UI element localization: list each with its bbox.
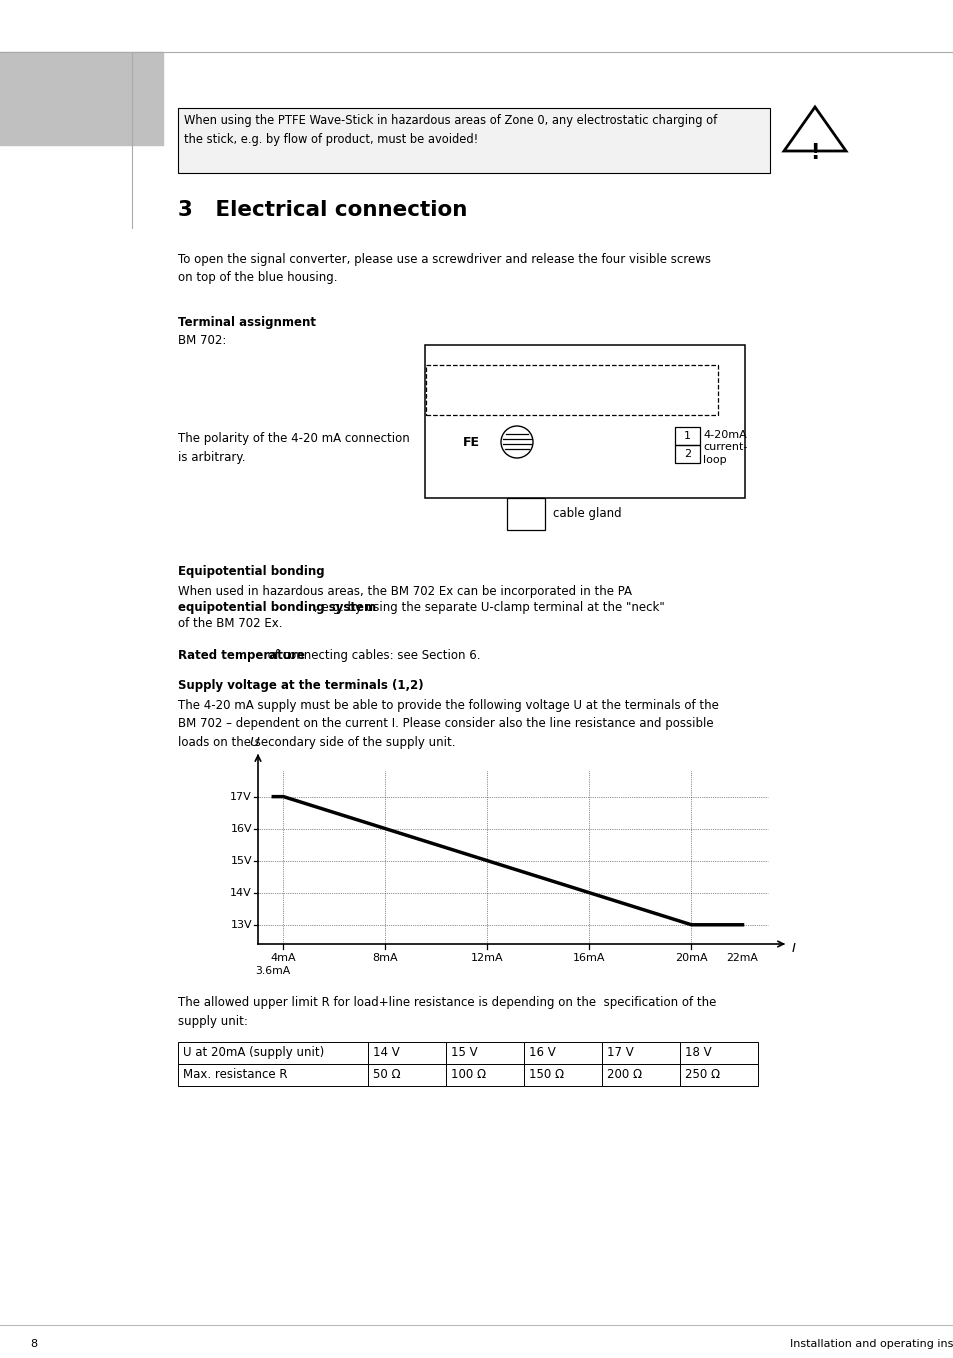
Bar [523, 1065, 601, 1086]
Text: Installation and operating instructions BM 702  (06/04): Installation and operating instructions … [789, 1339, 953, 1348]
Text: To open the signal converter, please use a screwdriver and release the four visi: To open the signal converter, please use… [178, 253, 710, 284]
Text: BM 702:: BM 702: [178, 334, 226, 348]
Text: 8mA: 8mA [373, 953, 398, 963]
Text: Terminal assignment: Terminal assignment [178, 316, 315, 329]
Bar [178, 1065, 368, 1086]
Bar [679, 1042, 758, 1065]
Text: 1: 1 [683, 430, 690, 441]
Bar [675, 426, 700, 445]
Text: 2: 2 [683, 449, 690, 459]
Text: 14 V: 14 V [373, 1046, 399, 1059]
Bar [178, 109, 769, 172]
Text: Equipotential bonding: Equipotential bonding [178, 565, 324, 579]
Text: 14V: 14V [230, 888, 252, 898]
Bar [506, 498, 544, 530]
Text: 16V: 16V [230, 824, 252, 834]
Bar [601, 1042, 679, 1065]
Text: 17V: 17V [230, 792, 252, 801]
Bar [675, 445, 700, 463]
Bar [523, 1042, 601, 1065]
Text: 8: 8 [30, 1339, 37, 1348]
Bar [368, 1065, 446, 1086]
Text: 3   Electrical connection: 3 Electrical connection [178, 200, 467, 220]
Text: cable gland: cable gland [553, 508, 621, 520]
Text: 22mA: 22mA [726, 953, 758, 963]
Text: When used in hazardous areas, the BM 702 Ex can be incorporated in the PA: When used in hazardous areas, the BM 702… [178, 585, 631, 598]
Text: 15V: 15V [230, 856, 252, 865]
Text: U: U [249, 736, 258, 750]
Text: 20mA: 20mA [675, 953, 707, 963]
Bar [0, 52, 163, 145]
Text: !: ! [809, 143, 819, 163]
Ellipse shape [500, 426, 533, 458]
Text: of the BM 702 Ex.: of the BM 702 Ex. [178, 617, 282, 630]
Text: I: I [791, 941, 795, 955]
Text: 13V: 13V [230, 919, 252, 930]
Text: U at 20mA (supply unit): U at 20mA (supply unit) [183, 1046, 324, 1059]
Text: 16mA: 16mA [573, 953, 605, 963]
Bar [601, 1065, 679, 1086]
Text: When using the PTFE Wave-Stick in hazardous areas of Zone 0, any electrostatic c: When using the PTFE Wave-Stick in hazard… [184, 114, 717, 147]
Text: 150 Ω: 150 Ω [529, 1067, 563, 1081]
Text: of connecting cables: see Section 6.: of connecting cables: see Section 6. [264, 649, 480, 661]
Bar [426, 365, 718, 416]
Bar [446, 1065, 523, 1086]
Text: 18 V: 18 V [684, 1046, 711, 1059]
Text: 12mA: 12mA [471, 953, 503, 963]
Text: 100 Ω: 100 Ω [451, 1067, 486, 1081]
Text: 250 Ω: 250 Ω [684, 1067, 720, 1081]
Text: 50 Ω: 50 Ω [373, 1067, 400, 1081]
Text: , e.g. by using the separate U-clamp terminal at the "neck": , e.g. by using the separate U-clamp ter… [314, 602, 664, 614]
Bar [368, 1042, 446, 1065]
Text: 4mA: 4mA [271, 953, 296, 963]
Text: Max. resistance R: Max. resistance R [183, 1067, 287, 1081]
Bar [446, 1042, 523, 1065]
Text: 15 V: 15 V [451, 1046, 477, 1059]
Bar [679, 1065, 758, 1086]
Text: 16 V: 16 V [529, 1046, 556, 1059]
Text: Supply voltage at the terminals (1,2): Supply voltage at the terminals (1,2) [178, 679, 423, 693]
Bar [424, 345, 744, 498]
Text: equipotential bonding system: equipotential bonding system [178, 602, 375, 614]
Text: The 4-20 mA supply must be able to provide the following voltage U at the termin: The 4-20 mA supply must be able to provi… [178, 699, 719, 750]
Text: 4-20mA
current-
loop: 4-20mA current- loop [702, 430, 746, 464]
Bar [178, 1042, 368, 1065]
Text: The allowed upper limit R for load+line resistance is depending on the  specific: The allowed upper limit R for load+line … [178, 995, 716, 1028]
Text: 200 Ω: 200 Ω [606, 1067, 641, 1081]
Text: FE: FE [462, 436, 479, 448]
Text: 17 V: 17 V [606, 1046, 633, 1059]
Text: 3.6mA: 3.6mA [255, 966, 291, 976]
Text: The polarity of the 4-20 mA connection
is arbitrary.: The polarity of the 4-20 mA connection i… [178, 432, 410, 463]
Text: Rated temperature: Rated temperature [178, 649, 305, 661]
